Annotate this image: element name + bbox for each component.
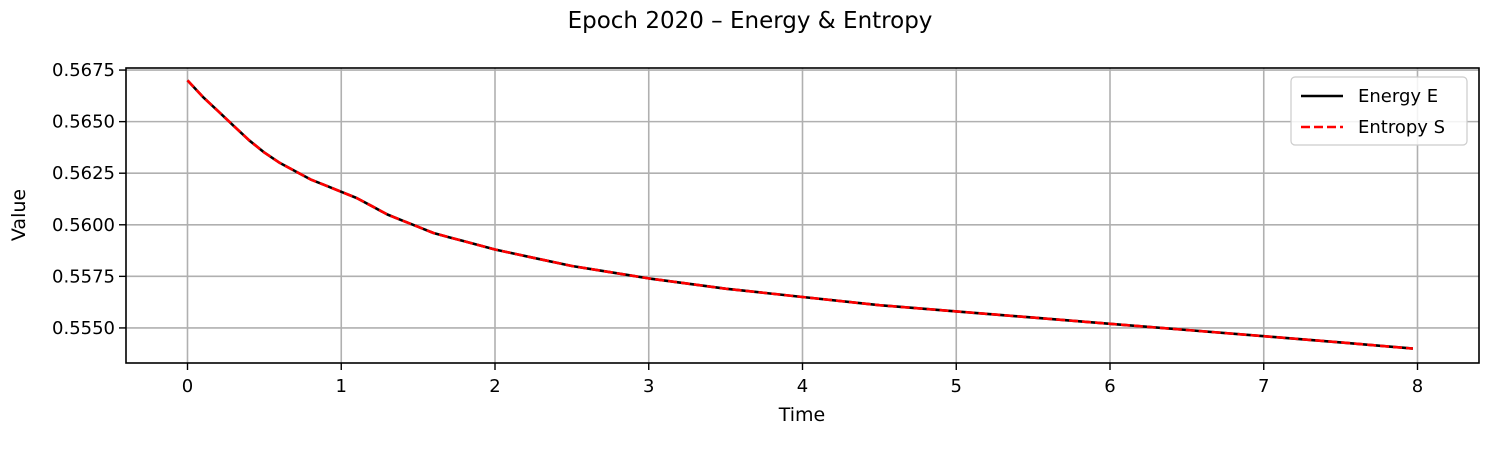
y-tick-label: 0.5575: [52, 266, 115, 287]
y-tick-label: 0.5675: [52, 60, 115, 81]
x-tick-label: 4: [797, 376, 808, 397]
series-line-entropy: [186, 79, 1414, 350]
y-axis-ticks: 0.5550 0.5575 0.5600 0.5625 0.5650 0.5675: [52, 60, 126, 339]
x-axis-label: Time: [778, 404, 826, 426]
legend: Energy E Entropy S: [1290, 76, 1468, 146]
x-tick-label: 5: [951, 376, 962, 397]
y-tick-label: 0.5550: [52, 318, 115, 339]
x-tick-label: 1: [336, 376, 347, 397]
x-tick-label: 3: [643, 376, 654, 397]
x-tick-label: 8: [1412, 376, 1423, 397]
y-axis-label: Value: [8, 189, 30, 241]
y-tick-label: 0.5625: [52, 163, 115, 184]
chart-title: Epoch 2020 – Energy & Entropy: [568, 8, 933, 34]
legend-label-energy: Energy E: [1358, 86, 1438, 107]
x-tick-label: 6: [1104, 376, 1115, 397]
legend-label-entropy: Entropy S: [1358, 117, 1445, 138]
x-axis-ticks: 0 1 2 3 4 5 6 7 8: [182, 363, 1423, 397]
y-tick-label: 0.5600: [52, 215, 115, 236]
series-layer: [186, 79, 1414, 350]
x-tick-label: 0: [182, 376, 193, 397]
y-tick-label: 0.5650: [52, 112, 115, 133]
x-tick-label: 7: [1258, 376, 1269, 397]
legend-entries: Energy E Entropy S: [1301, 86, 1445, 138]
x-tick-label: 2: [489, 376, 500, 397]
